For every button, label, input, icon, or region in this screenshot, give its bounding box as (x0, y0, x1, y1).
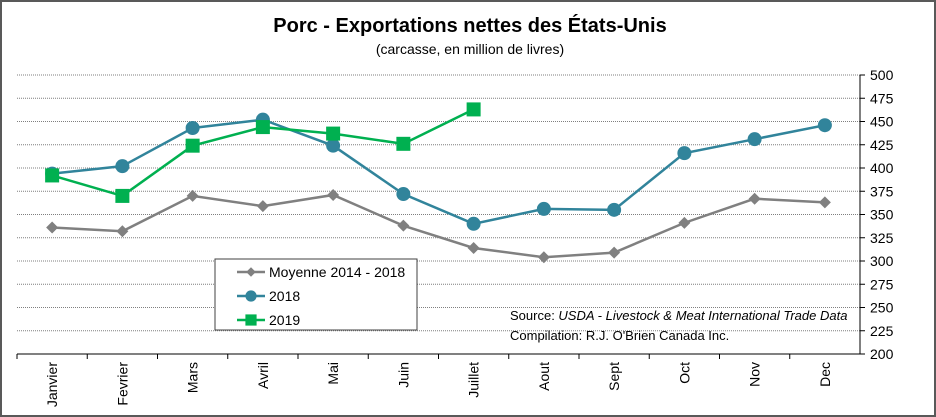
x-tick-label: Nov (747, 362, 763, 387)
data-point (466, 102, 481, 117)
x-tick-label: Juillet (466, 362, 482, 398)
y-tick-label: 425 (870, 137, 894, 153)
data-point (467, 241, 480, 254)
y-tick-label: 325 (870, 230, 894, 246)
x-tick-label: Oct (676, 362, 692, 384)
x-tick-label: Dec (817, 362, 833, 387)
data-point (46, 221, 59, 234)
data-point (818, 196, 831, 209)
y-tick-label: 200 (870, 346, 894, 362)
data-point (607, 202, 622, 217)
data-point (256, 200, 269, 213)
data-point (185, 138, 200, 153)
x-tick-label: Janvier (44, 362, 60, 407)
series-moyenne-2014-2018 (46, 188, 831, 264)
legend-label: Moyenne 2014 - 2018 (269, 264, 405, 280)
data-point (466, 216, 481, 231)
y-tick-label: 350 (870, 207, 894, 223)
data-point (115, 159, 130, 174)
y-tick-label: 375 (870, 183, 894, 199)
legend-marker (245, 314, 257, 326)
y-tick-label: 250 (870, 300, 894, 316)
data-point (817, 118, 832, 133)
data-point (327, 188, 340, 201)
data-point (608, 246, 621, 259)
x-tick-label: Juin (395, 362, 411, 388)
data-point (537, 251, 550, 264)
x-tick-label: Aout (536, 362, 552, 391)
data-point (255, 120, 270, 135)
data-point (747, 132, 762, 147)
data-point (678, 216, 691, 229)
data-point (186, 189, 199, 202)
compilation-annotation: Compilation: R.J. O'Brien Canada Inc. (510, 328, 729, 343)
data-point (748, 192, 761, 205)
chart-subtitle: (carcasse, en million de livres) (376, 41, 564, 57)
data-point (397, 219, 410, 232)
legend-label: 2018 (269, 288, 300, 304)
data-point (396, 187, 411, 202)
y-tick-label: 300 (870, 253, 894, 269)
y-tick-label: 275 (870, 276, 894, 292)
x-tick-label: Sept (606, 362, 622, 391)
source-annotation: Source: USDA - Livestock & Meat Internat… (510, 308, 847, 323)
x-tick-label: Fevrier (114, 362, 130, 406)
data-point (45, 168, 60, 183)
data-point (536, 201, 551, 216)
legend-marker (245, 290, 257, 302)
series-line (51, 118, 826, 226)
legend-marker (246, 267, 256, 277)
y-tick-label: 475 (870, 90, 894, 106)
data-point (396, 136, 411, 151)
x-tick-label: Mai (325, 362, 341, 385)
data-point (185, 121, 200, 136)
data-point (326, 138, 341, 153)
chart-title: Porc - Exportations nettes des États-Uni… (273, 14, 666, 37)
x-tick-label: Mars (185, 362, 201, 393)
x-tick-label: Avril (255, 362, 271, 389)
y-tick-label: 450 (870, 114, 894, 130)
legend-label: 2019 (269, 312, 300, 328)
y-tick-label: 500 (870, 67, 894, 83)
data-point (677, 146, 692, 161)
data-point (115, 188, 130, 203)
data-point (116, 225, 129, 238)
y-tick-label: 400 (870, 160, 894, 176)
series-2019 (45, 102, 481, 203)
series-line (52, 193, 825, 259)
legend: Moyenne 2014 - 2018 2018 2019 (214, 258, 418, 331)
data-point (326, 126, 341, 141)
y-tick-label: 225 (870, 323, 894, 339)
